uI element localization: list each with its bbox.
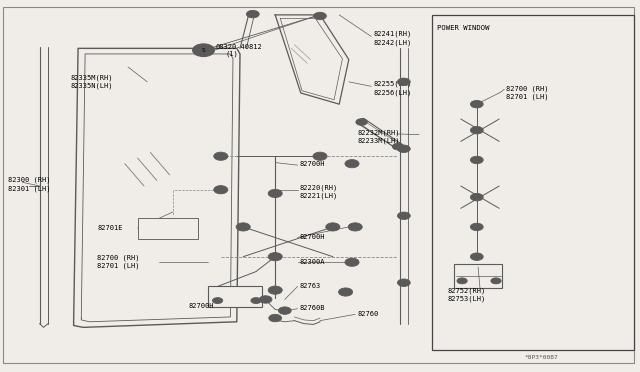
Text: 82242(LH): 82242(LH) — [373, 39, 412, 46]
Circle shape — [326, 223, 340, 231]
Circle shape — [259, 296, 272, 303]
Text: 82701 (LH): 82701 (LH) — [506, 93, 548, 100]
Text: 82300A: 82300A — [300, 259, 325, 264]
Circle shape — [269, 314, 282, 322]
Text: 82700H: 82700H — [300, 234, 325, 240]
Circle shape — [314, 12, 326, 20]
Text: 82752(RH): 82752(RH) — [448, 288, 486, 294]
Circle shape — [339, 288, 353, 296]
Bar — [454, 264, 502, 288]
Text: 82301 (LH): 82301 (LH) — [8, 185, 50, 192]
Text: 82241(RH): 82241(RH) — [373, 31, 412, 38]
Circle shape — [345, 258, 359, 266]
Circle shape — [268, 286, 282, 294]
Text: 82701 (LH): 82701 (LH) — [97, 263, 140, 269]
Text: 82232M(RH): 82232M(RH) — [357, 129, 399, 136]
Circle shape — [470, 193, 483, 201]
Text: 82300 (RH): 82300 (RH) — [8, 176, 50, 183]
Bar — [138, 218, 198, 239]
Circle shape — [470, 126, 483, 134]
Circle shape — [397, 145, 410, 153]
Circle shape — [348, 223, 362, 231]
Circle shape — [278, 307, 291, 314]
Circle shape — [457, 278, 467, 284]
Text: POWER WINDOW: POWER WINDOW — [437, 25, 490, 31]
Text: 82753(LH): 82753(LH) — [448, 296, 486, 302]
Text: 08320-40812: 08320-40812 — [216, 44, 262, 50]
Text: *8P3*0087: *8P3*0087 — [525, 355, 559, 360]
Circle shape — [397, 212, 410, 219]
Circle shape — [214, 152, 228, 160]
Circle shape — [268, 189, 282, 198]
Circle shape — [397, 279, 410, 286]
Text: 82760B: 82760B — [300, 305, 325, 311]
Text: 82700H: 82700H — [300, 161, 325, 167]
Text: 82763: 82763 — [300, 283, 321, 289]
Circle shape — [491, 278, 501, 284]
Circle shape — [470, 100, 483, 108]
Text: (1): (1) — [225, 51, 238, 57]
Circle shape — [212, 298, 223, 304]
Text: 82220(RH): 82220(RH) — [300, 184, 338, 191]
Circle shape — [356, 119, 367, 125]
Bar — [432, 15, 634, 350]
Text: 82335N(LH): 82335N(LH) — [70, 82, 113, 89]
Circle shape — [345, 160, 359, 168]
Text: 82700H: 82700H — [189, 303, 214, 309]
Text: 82700 (RH): 82700 (RH) — [97, 254, 140, 261]
Circle shape — [251, 298, 261, 304]
Text: 82221(LH): 82221(LH) — [300, 192, 338, 199]
Circle shape — [193, 44, 214, 57]
Text: 82233M(LH): 82233M(LH) — [357, 138, 399, 144]
Bar — [208, 286, 262, 307]
Text: 82700 (RH): 82700 (RH) — [506, 85, 548, 92]
Circle shape — [313, 152, 327, 160]
Circle shape — [268, 253, 282, 261]
Circle shape — [246, 10, 259, 18]
Circle shape — [470, 223, 483, 231]
Circle shape — [397, 78, 410, 86]
Circle shape — [392, 143, 404, 150]
Text: 82256(LH): 82256(LH) — [373, 89, 412, 96]
Text: 82760: 82760 — [357, 311, 378, 317]
Circle shape — [236, 223, 250, 231]
Text: 82335M(RH): 82335M(RH) — [70, 74, 113, 81]
Circle shape — [470, 253, 483, 260]
Circle shape — [214, 186, 228, 194]
Text: 82701E: 82701E — [97, 225, 123, 231]
Text: 82255(RH): 82255(RH) — [373, 80, 412, 87]
Text: S: S — [202, 48, 205, 53]
Circle shape — [470, 156, 483, 164]
